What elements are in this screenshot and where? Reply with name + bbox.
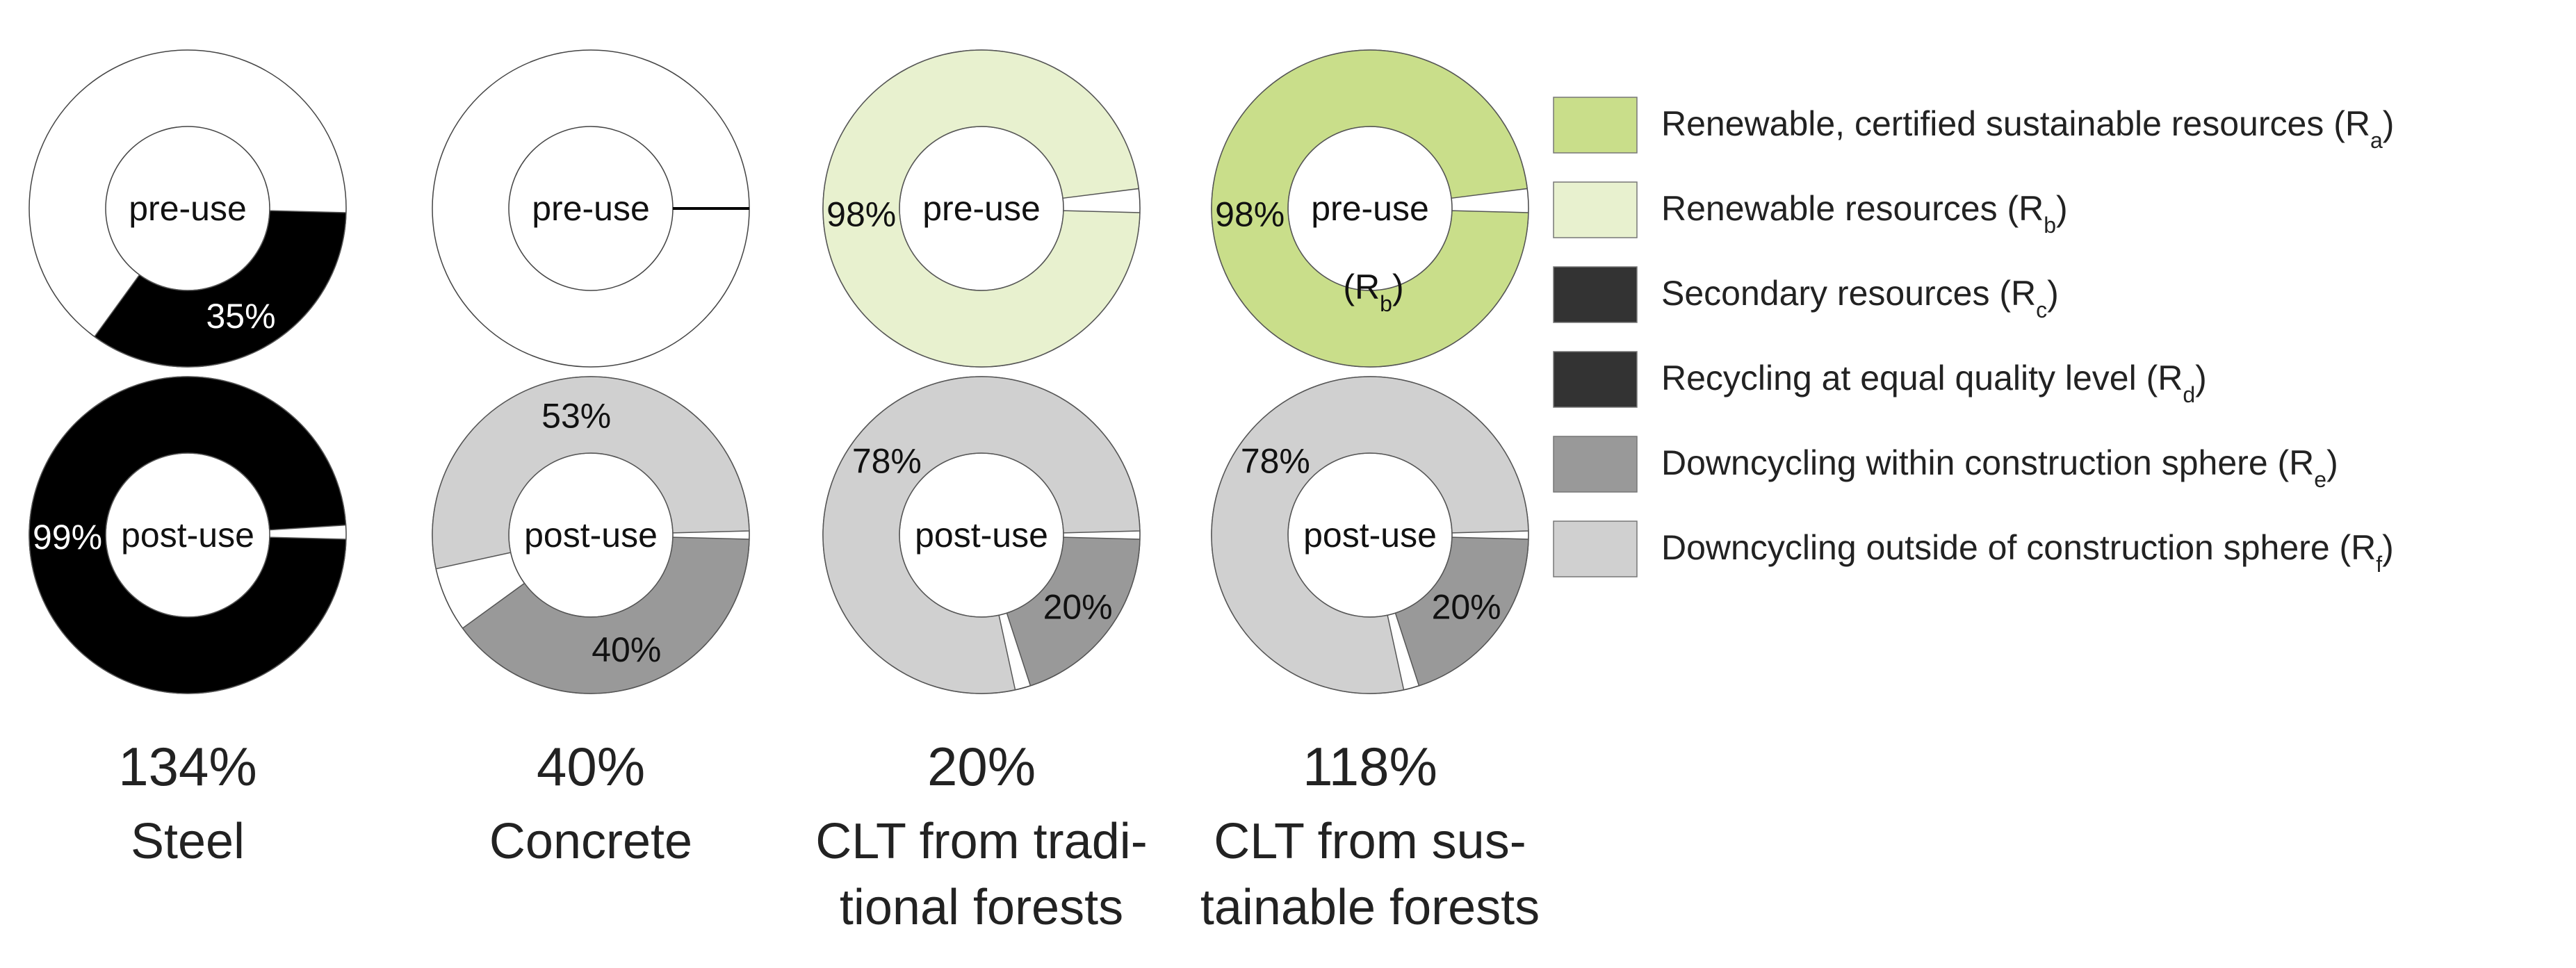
segment-Rf: [1211, 376, 1529, 694]
legend-swatch: [1553, 351, 1638, 408]
pre-use-donut-2: 98% pre-use: [822, 49, 1141, 368]
segment-label-Rf: 78%: [852, 441, 922, 480]
legend-item-Rc: Secondary resources (Rc): [1553, 266, 2059, 323]
post-use-label: post-use: [524, 516, 658, 555]
material-name: Steel: [131, 814, 245, 869]
pre-use-label: pre-use: [532, 189, 650, 228]
segment-label-Re: 20%: [1432, 588, 1501, 627]
segment-Re: [1394, 536, 1529, 687]
post-use-donut-2: 20% 78% post-use: [822, 376, 1141, 694]
segment-label-Rb: 98%: [826, 195, 896, 234]
legend-swatch: [1553, 436, 1638, 493]
segment-label-Ra: 98%: [1215, 195, 1285, 234]
material-score: 118%: [1303, 736, 1437, 797]
legend-item-Rb: Renewable resources (Rb): [1553, 181, 2068, 238]
segment-Rb: [822, 49, 1141, 368]
pre-use-donut-1: pre-use: [432, 49, 750, 368]
segment-Re: [462, 536, 750, 694]
legend-swatch: [1553, 520, 1638, 577]
legend-swatch: [1553, 181, 1638, 238]
material-score: 20%: [927, 736, 1036, 797]
segment-Ra: [1211, 49, 1529, 368]
post-use-donut-0: 99% post-use: [28, 376, 347, 694]
segment-label-Rc: 35%: [206, 297, 275, 336]
material-name: CLT from sus-: [1214, 814, 1526, 869]
post-use-donut-1: 40% 53% post-use: [432, 376, 750, 694]
legend-label: Renewable resources (Rb): [1661, 189, 2068, 238]
pre-use-label: pre-use: [1311, 189, 1429, 228]
pre-use-label: pre-use: [922, 189, 1041, 228]
legend-label: Renewable, certified sustainable resourc…: [1661, 104, 2394, 153]
segment-label-Rf: 78%: [1241, 441, 1310, 480]
legend-item-Rd: Recycling at equal quality level (Rd): [1553, 351, 2207, 408]
legend-item-Rf: Downcycling outside of construction sphe…: [1553, 520, 2394, 577]
segment-Rf: [432, 376, 750, 570]
segment-label-Re: 20%: [1043, 588, 1113, 627]
legend-item-Re: Downcycling within construction sphere (…: [1553, 436, 2338, 493]
legend-swatch: [1553, 266, 1638, 323]
pre-use-label: pre-use: [129, 189, 247, 228]
legend-label: Recycling at equal quality level (Rd): [1661, 359, 2207, 407]
material-score: 134%: [118, 736, 257, 797]
post-use-label: post-use: [121, 516, 254, 555]
segment-label-Rd: 99%: [33, 518, 102, 557]
segment-label-Re: 40%: [592, 630, 661, 669]
material-name: CLT from tradi-: [815, 814, 1147, 869]
material-score: 40%: [537, 736, 645, 797]
post-use-donut-3: 20% 78% post-use: [1211, 376, 1529, 694]
legend-label: Downcycling outside of construction sphe…: [1661, 528, 2394, 577]
material-name: tainable forests: [1200, 880, 1540, 935]
material-name: tional forests: [840, 880, 1123, 935]
material-name: Concrete: [489, 814, 692, 869]
segment-Re: [1006, 536, 1141, 687]
pre-use-donut-3: 98% pre-use(Rb): [1211, 49, 1529, 368]
segment-label-Rf: 53%: [541, 396, 611, 435]
post-use-label: post-use: [1303, 516, 1437, 555]
segment-Rd: [28, 376, 347, 694]
segment-Rf: [822, 376, 1141, 694]
segment-Rc: [93, 210, 347, 368]
legend-label: Secondary resources (Rc): [1661, 274, 2059, 322]
legend-label: Downcycling within construction sphere (…: [1661, 443, 2338, 492]
legend-item-Ra: Renewable, certified sustainable resourc…: [1553, 97, 2394, 154]
legend-swatch: [1553, 97, 1638, 154]
pre-use-donut-0: 35% pre-use: [28, 49, 347, 368]
post-use-label: post-use: [915, 516, 1048, 555]
